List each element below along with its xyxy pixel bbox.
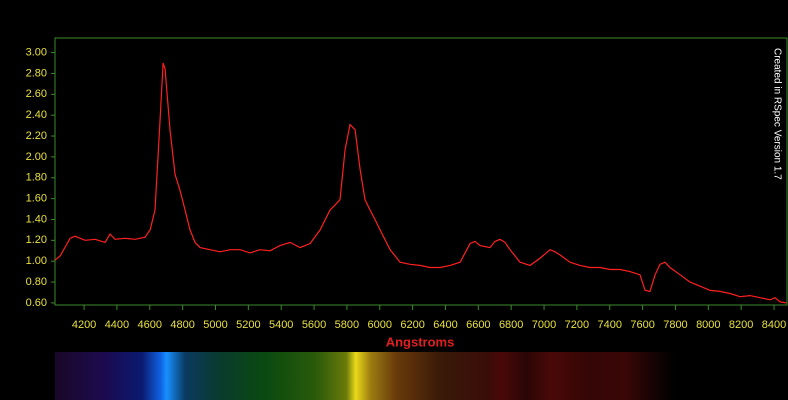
x-axis-label: Angstroms bbox=[386, 334, 455, 349]
x-tick-label: 6800 bbox=[499, 319, 523, 331]
x-tick-label: 5800 bbox=[335, 319, 359, 331]
y-tick-label: 2.60 bbox=[26, 88, 47, 100]
annotation: Created in RSpec Version 1.7 bbox=[771, 48, 782, 180]
x-tick-label: 7600 bbox=[630, 319, 654, 331]
spectrum-strip bbox=[55, 352, 675, 400]
x-tick-label: 6600 bbox=[466, 319, 490, 331]
x-tick-label: 4800 bbox=[170, 319, 194, 331]
y-tick-label: 1.40 bbox=[26, 213, 47, 225]
y-tick-label: 1.60 bbox=[26, 193, 47, 205]
x-tick-label: 5400 bbox=[269, 319, 293, 331]
x-tick-label: 6000 bbox=[368, 319, 392, 331]
y-tick-label: 1.20 bbox=[26, 234, 47, 246]
y-tick-label: 2.80 bbox=[26, 67, 47, 79]
x-tick-label: 4200 bbox=[72, 319, 96, 331]
plot-frame bbox=[54, 37, 788, 306]
x-tick-label: 4600 bbox=[138, 319, 162, 331]
x-tick-label: 5600 bbox=[302, 319, 326, 331]
y-tick-label: 0.80 bbox=[26, 276, 47, 288]
spectrum-line bbox=[54, 62, 787, 304]
y-tick-label: 2.20 bbox=[26, 130, 47, 142]
y-tick-label: 0.60 bbox=[26, 297, 47, 309]
x-tick-label: 6200 bbox=[400, 319, 424, 331]
x-tick-label: 8400 bbox=[762, 319, 786, 331]
x-tick-label: 7000 bbox=[532, 319, 556, 331]
y-tick-label: 3.00 bbox=[26, 47, 47, 59]
x-tick-label: 6400 bbox=[433, 319, 457, 331]
x-tick-label: 5200 bbox=[236, 319, 260, 331]
x-tick-label: 4400 bbox=[105, 319, 129, 331]
x-tick-label: 7400 bbox=[598, 319, 622, 331]
x-tick-label: 8000 bbox=[696, 319, 720, 331]
y-tick-label: 2.40 bbox=[26, 109, 47, 121]
x-tick-label: 8200 bbox=[729, 319, 753, 331]
y-tick-label: 1.80 bbox=[26, 172, 47, 184]
y-tick-label: 2.00 bbox=[26, 151, 47, 163]
x-tick-label: 5000 bbox=[203, 319, 227, 331]
x-tick-label: 7200 bbox=[565, 319, 589, 331]
x-tick-label: 7800 bbox=[663, 319, 687, 331]
y-tick-label: 1.00 bbox=[26, 255, 47, 267]
